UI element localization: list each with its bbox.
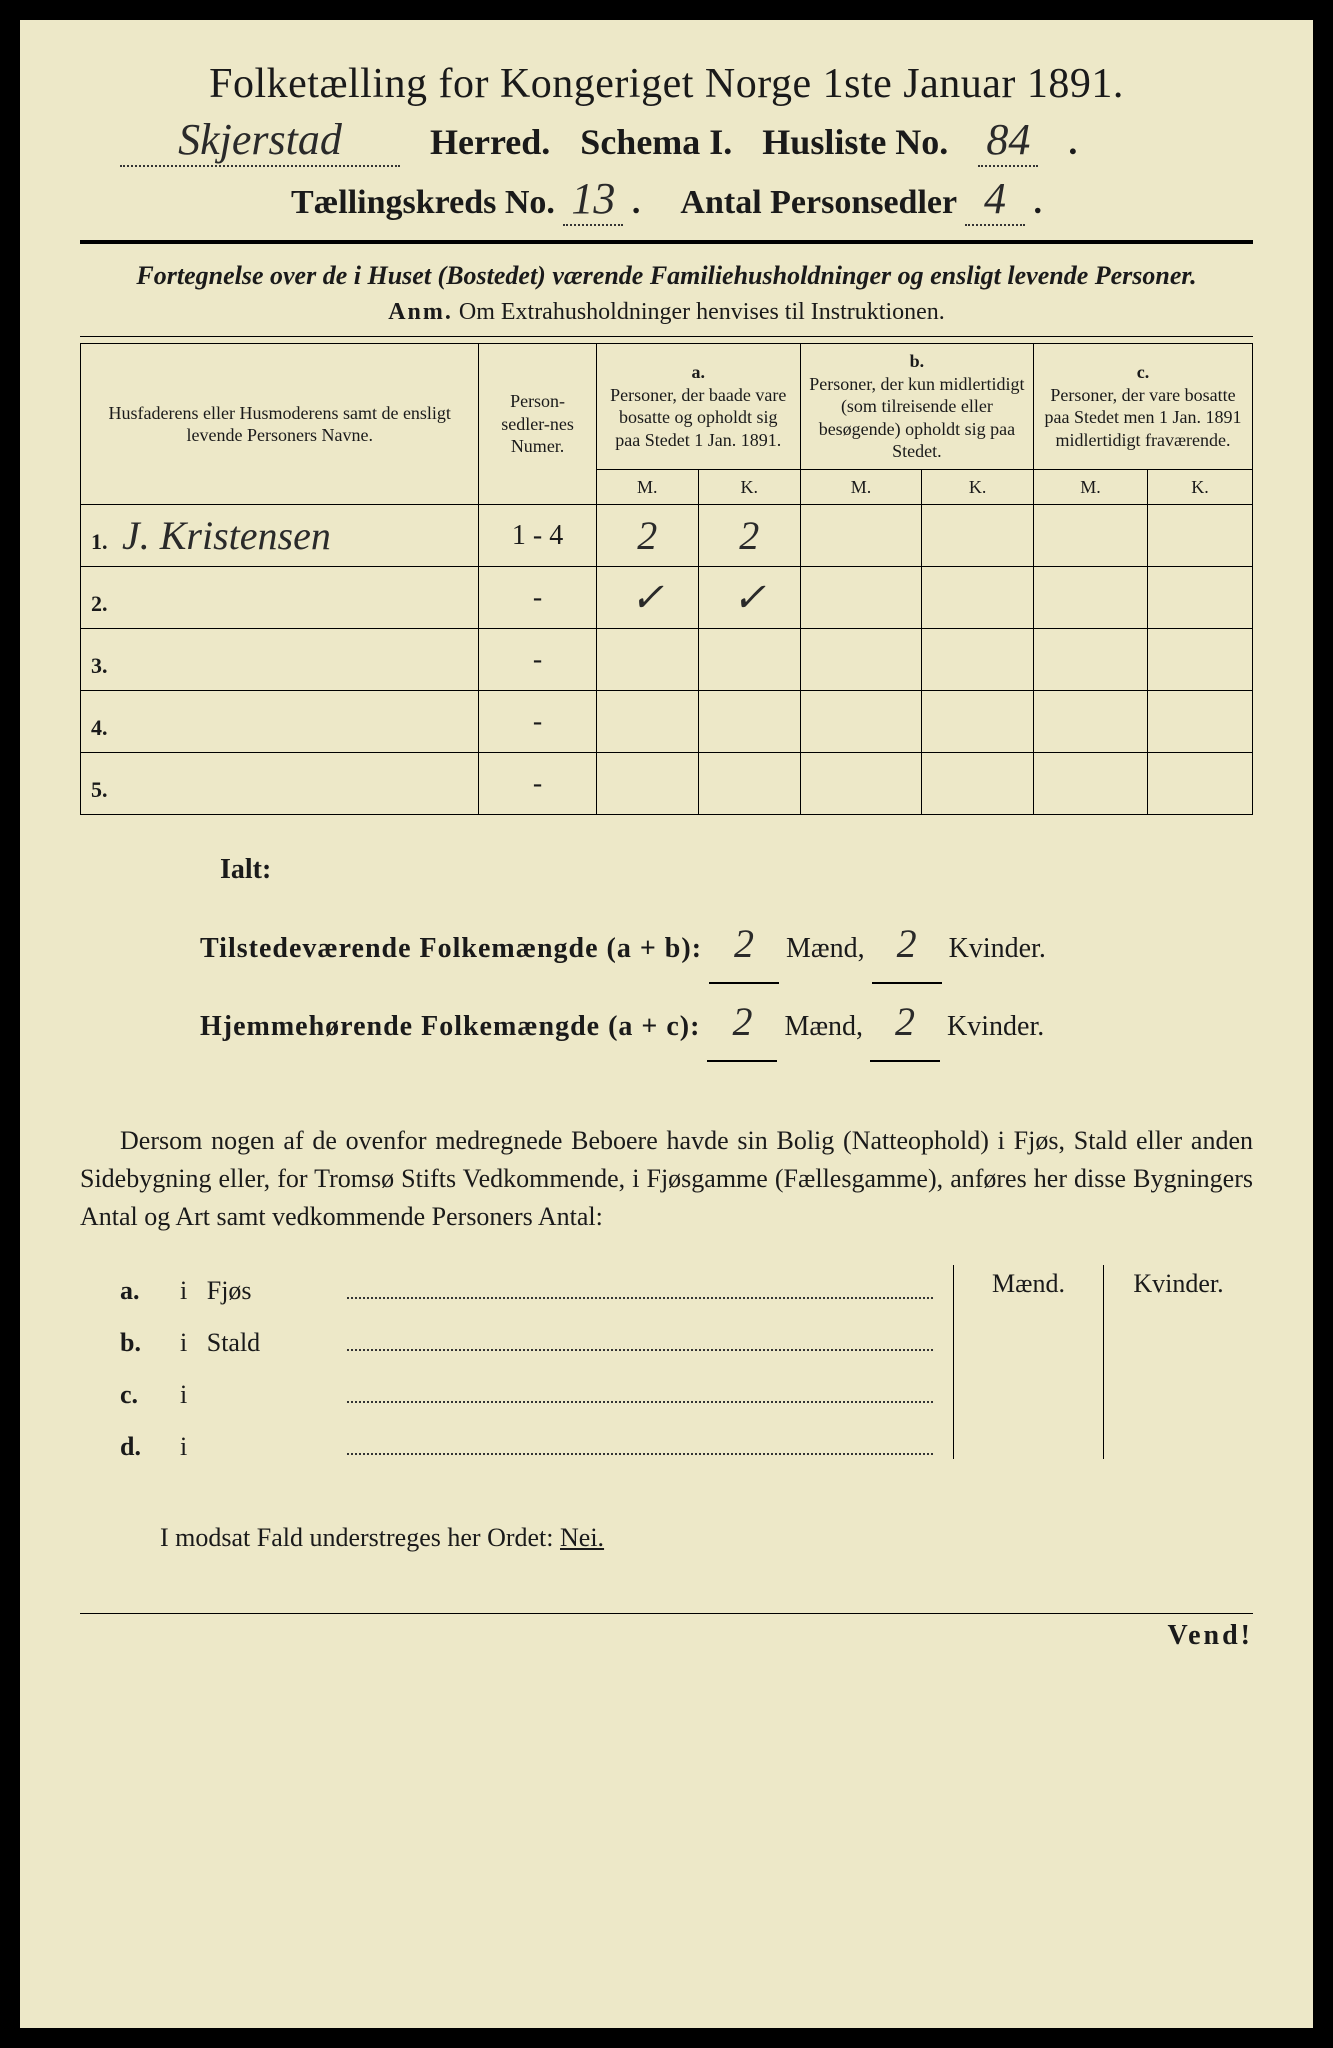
col-maend: Mænd.: [953, 1265, 1103, 1459]
period2: .: [632, 184, 641, 221]
totals-block: Ialt: Tilstedeværende Folkemængde (a + b…: [80, 843, 1253, 1062]
hjem-k: 2: [870, 984, 940, 1062]
table-row: 4. -: [81, 691, 1253, 753]
c-m: M.: [1034, 469, 1148, 505]
col-b-letter: b.: [809, 350, 1025, 373]
a-m: M.: [596, 469, 698, 505]
col-a-text: Personer, der baade vare bosatte og opho…: [605, 384, 792, 452]
personsedler-label: Antal Personsedler: [680, 184, 956, 221]
anm-text: Om Extrahusholdninger henvises til Instr…: [459, 299, 945, 325]
bygning-row: d.i: [120, 1421, 953, 1473]
row-kreds: Tællingskreds No. 13 . Antal Personsedle…: [80, 173, 1253, 226]
nei-text: I modsat Fald understreges her Ordet:: [160, 1523, 554, 1552]
col-a-hdr: a. Personer, der baade vare bosatte og o…: [596, 344, 800, 470]
rule-1: [80, 240, 1253, 244]
a-k: K.: [698, 469, 800, 505]
rule-2: [80, 336, 1253, 337]
ialt-label: Ialt:: [220, 843, 1253, 896]
tilstede-k: 2: [872, 906, 942, 984]
table-row: 5. -: [81, 753, 1253, 815]
col-c-hdr: c. Personer, der vare bosatte paa Stedet…: [1034, 344, 1253, 470]
col-b-text: Personer, der kun midlertidigt (som tilr…: [809, 373, 1025, 463]
col-num-hdr-text: Person-sedler-nes Numer.: [501, 391, 574, 456]
herred-label: Herred.: [430, 121, 550, 163]
main-table: Husfaderens eller Husmoderens samt de en…: [80, 343, 1253, 815]
c-k: K.: [1148, 469, 1253, 505]
schema-label: Schema I.: [580, 121, 732, 163]
maend-1: Mænd,: [786, 933, 865, 964]
total-tilstede-row: Tilstedeværende Folkemængde (a + b): 2 M…: [200, 906, 1253, 984]
anm-line: Anm. Om Extrahusholdninger henvises til …: [80, 299, 1253, 326]
col-name-hdr: Husfaderens eller Husmoderens samt de en…: [81, 344, 479, 505]
vend-footer: Vend!: [80, 1613, 1253, 1652]
row-herred: Skjerstad Herred. Schema I. Husliste No.…: [80, 114, 1253, 167]
total-hjem-row: Hjemmehørende Folkemængde (a + c): 2 Mæn…: [200, 984, 1253, 1062]
herred-handwritten: Skjerstad: [120, 114, 400, 167]
hjem-m: 2: [707, 984, 777, 1062]
husliste-no: 84: [978, 114, 1038, 167]
period: .: [1068, 121, 1077, 163]
table-row: 1. J. Kristensen1 - 422: [81, 505, 1253, 567]
bygninger-cols: Mænd. Kvinder.: [953, 1265, 1253, 1459]
paragraph: Dersom nogen af de ovenfor medregnede Be…: [80, 1122, 1253, 1235]
b-m: M.: [800, 469, 921, 505]
header: Folketælling for Kongeriget Norge 1ste J…: [80, 60, 1253, 226]
col-c-text: Personer, der vare bosatte paa Stedet me…: [1042, 384, 1244, 452]
period3: .: [1033, 184, 1042, 221]
col-a-letter: a.: [605, 361, 792, 384]
nei-word: Nei.: [560, 1523, 604, 1552]
husliste-label: Husliste No.: [762, 121, 948, 163]
bygning-row: c.i: [120, 1369, 953, 1421]
b-k: K.: [922, 469, 1034, 505]
anm-label: Anm.: [388, 299, 453, 325]
nei-line: I modsat Fald understreges her Ordet: Ne…: [80, 1523, 1253, 1553]
bygning-row: a.i Fjøs: [120, 1265, 953, 1317]
personsedler-no: 4: [965, 173, 1025, 226]
kreds-label: Tællingskreds No.: [291, 184, 555, 221]
bygning-row: b.i Stald: [120, 1317, 953, 1369]
col-c-letter: c.: [1042, 361, 1244, 384]
tilstede-m: 2: [709, 906, 779, 984]
table-row: 2. -✓✓: [81, 567, 1253, 629]
table-row: 3. -: [81, 629, 1253, 691]
col-kvinder: Kvinder.: [1103, 1265, 1253, 1459]
col-b-hdr: b. Personer, der kun midlertidigt (som t…: [800, 344, 1033, 470]
tilstede-label: Tilstedeværende Folkemængde (a + b):: [200, 933, 702, 964]
hjem-label: Hjemmehørende Folkemængde (a + c):: [200, 1011, 700, 1042]
bygninger-list: a.i Fjøsb.i Staldc.i d.i: [80, 1265, 953, 1473]
kreds-no: 13: [563, 173, 623, 226]
maend-2: Mænd,: [784, 1011, 863, 1042]
kvinder-2: Kvinder.: [947, 1011, 1044, 1042]
col-num-hdr: Person-sedler-nes Numer.: [479, 344, 596, 505]
bygninger-section: a.i Fjøsb.i Staldc.i d.i Mænd. Kvinder.: [80, 1265, 1253, 1473]
kvinder-1: Kvinder.: [949, 933, 1046, 964]
census-form-page: Folketælling for Kongeriget Norge 1ste J…: [20, 20, 1313, 2028]
col-name-hdr-text: Husfaderens eller Husmoderens samt de en…: [109, 403, 451, 446]
intro-italic: Fortegnelse over de i Huset (Bostedet) v…: [80, 258, 1253, 293]
main-title: Folketælling for Kongeriget Norge 1ste J…: [80, 60, 1253, 108]
